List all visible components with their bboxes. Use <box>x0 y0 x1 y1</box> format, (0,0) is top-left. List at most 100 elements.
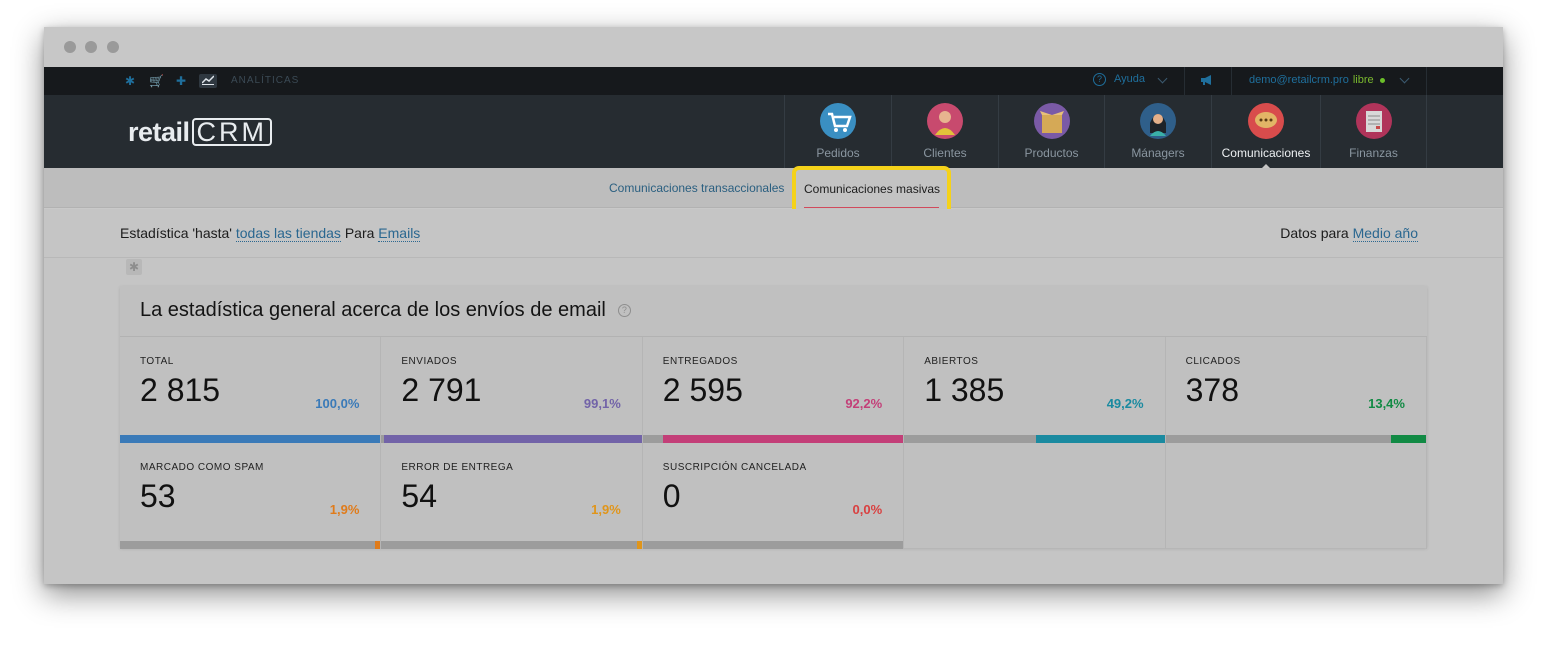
filter-middle: Para <box>344 225 375 241</box>
megaphone-icon[interactable] <box>1200 74 1214 86</box>
nav-label: Pedidos <box>816 146 860 160</box>
manager-avatar-icon <box>1140 103 1176 139</box>
stat-cell: ERROR DE ENTREGA 54 1,9% <box>381 443 643 549</box>
user-email: demo@retailcrm.pro <box>1249 74 1349 86</box>
panel-title-text: La estadística general acerca de los env… <box>140 299 606 321</box>
tab-bulk-label: Comunicaciones masivas <box>804 182 941 196</box>
nav-label: Comunicaciones <box>1221 146 1311 160</box>
stores-filter-link[interactable]: todas las tiendas <box>235 225 341 242</box>
stat-progress-bar <box>381 541 642 549</box>
channel-filter-link[interactable]: Emails <box>378 225 421 242</box>
stat-cell: TOTAL 2 815 100,0% <box>120 337 382 443</box>
nav-finanzas[interactable]: Finanzas <box>1320 95 1427 168</box>
window-zoom-dot[interactable] <box>107 41 119 53</box>
stat-progress-bar <box>642 541 904 549</box>
nav-label: Productos <box>1024 146 1079 160</box>
panel-title: La estadística general acerca de los env… <box>140 299 631 322</box>
stat-progress-bar <box>120 541 381 549</box>
retailcrm-logo[interactable]: retail CRM <box>128 117 273 148</box>
browser-window: ✱ 🛒 ✚ ANALÍTICAS ? Ayuda demo@retailcrm.p… <box>44 27 1503 584</box>
chevron-down-icon[interactable] <box>1399 73 1410 84</box>
stat-value: 54 <box>401 478 437 514</box>
stat-caption: ENTREGADOS <box>662 356 738 367</box>
ledger-icon <box>1355 103 1392 139</box>
stat-cell: SUSCRIPCIÓN CANCELADA 0 0,0% <box>642 443 905 549</box>
box-icon <box>1033 103 1070 139</box>
stat-progress-fill <box>383 435 642 443</box>
main-header: retail CRM Pedidos Clientes Productos Mán… <box>44 95 1503 169</box>
nav-label: Mánagers <box>1131 146 1185 160</box>
user-menu[interactable]: demo@retailcrm.pro libre <box>1249 74 1374 86</box>
stat-caption: TOTAL <box>140 356 174 367</box>
stat-progress-bar <box>642 435 904 443</box>
period-prefix: Datos para <box>1280 225 1349 241</box>
analytics-icon[interactable] <box>199 74 217 88</box>
stat-percent: 49,2% <box>1106 396 1144 411</box>
nav-label: Finanzas <box>1349 146 1398 160</box>
divider <box>44 257 1503 258</box>
stat-progress-fill <box>120 435 381 443</box>
nav-label: Clientes <box>923 146 967 160</box>
chevron-down-icon[interactable] <box>1157 73 1168 84</box>
window-titlebar <box>44 27 1503 67</box>
email-stats-panel: La estadística general acerca de los env… <box>120 286 1427 549</box>
stat-percent: 0,0% <box>852 502 883 517</box>
stat-progress-bar <box>904 435 1165 443</box>
divider <box>120 336 1427 337</box>
logo-text: retail <box>128 117 190 147</box>
divider <box>1184 67 1185 95</box>
period-filter: Datos para Medio año <box>1280 225 1418 242</box>
stat-value: 2 791 <box>401 372 482 408</box>
stat-percent: 100,0% <box>315 396 360 411</box>
nav-managers[interactable]: Mánagers <box>1104 95 1211 168</box>
stat-value: 53 <box>140 478 176 514</box>
stat-caption: SUSCRIPCIÓN CANCELADA <box>662 462 807 473</box>
stat-percent: 1,9% <box>591 502 621 517</box>
stat-value: 1 385 <box>924 372 1005 408</box>
filter-prefix: Estadística 'hasta' <box>120 225 232 241</box>
chat-bubble-icon <box>1248 103 1284 139</box>
stat-value: 2 815 <box>140 372 221 408</box>
empty-stat-cell <box>904 443 1166 549</box>
window-close-dot[interactable] <box>64 41 76 53</box>
gear-icon[interactable]: ✱ <box>126 259 142 275</box>
stat-cell: ABIERTOS 1 385 49,2% <box>904 337 1166 443</box>
active-caret <box>1261 164 1271 169</box>
online-status-dot <box>1380 78 1385 83</box>
cart-icon <box>820 103 856 139</box>
stats-filters: Estadística 'hasta' todas las tiendas Pa… <box>120 225 421 242</box>
settings-icon[interactable]: ✱ <box>124 74 136 88</box>
integration-icon[interactable]: ✚ <box>175 74 187 88</box>
nav-productos[interactable]: Productos <box>998 95 1104 168</box>
help-icon: ? <box>1093 73 1106 86</box>
info-icon[interactable]: ? <box>617 304 631 317</box>
tab-transactional[interactable]: Comunicaciones transaccionales <box>609 181 785 195</box>
active-tab-underline <box>804 207 939 208</box>
tab-bulk-highlighted[interactable]: Comunicaciones masivas <box>792 166 951 216</box>
help-menu[interactable]: ? Ayuda <box>1093 73 1145 86</box>
empty-stat-cell <box>1166 443 1427 549</box>
stat-caption: ERROR DE ENTREGA <box>401 462 514 473</box>
cart-icon[interactable]: 🛒 <box>149 74 164 88</box>
stat-value: 2 595 <box>662 372 743 408</box>
client-avatar-icon <box>927 103 963 139</box>
page-content: Estadística 'hasta' todas las tiendas Pa… <box>44 209 1503 584</box>
nav-pedidos[interactable]: Pedidos <box>784 95 891 168</box>
stat-progress-bar <box>1165 435 1426 443</box>
stat-progress-fill <box>663 435 904 443</box>
nav-comunicaciones[interactable]: Comunicaciones <box>1211 95 1320 169</box>
period-link[interactable]: Medio año <box>1352 225 1418 242</box>
window-minimize-dot[interactable] <box>85 41 97 53</box>
user-plan: libre <box>1352 74 1374 86</box>
stat-caption: ABIERTOS <box>924 356 979 367</box>
stat-percent: 99,1% <box>583 396 621 411</box>
section-label: ANALÍTICAS <box>231 75 300 86</box>
stat-progress-bar <box>381 435 642 443</box>
stat-progress-fill <box>375 541 381 549</box>
divider <box>1231 67 1232 95</box>
nav-clientes[interactable]: Clientes <box>891 95 998 168</box>
stat-progress-fill <box>636 541 642 549</box>
stat-cell: MARCADO COMO SPAM 53 1,9% <box>120 443 382 549</box>
stat-progress-fill <box>1036 435 1165 443</box>
divider <box>1426 67 1427 95</box>
